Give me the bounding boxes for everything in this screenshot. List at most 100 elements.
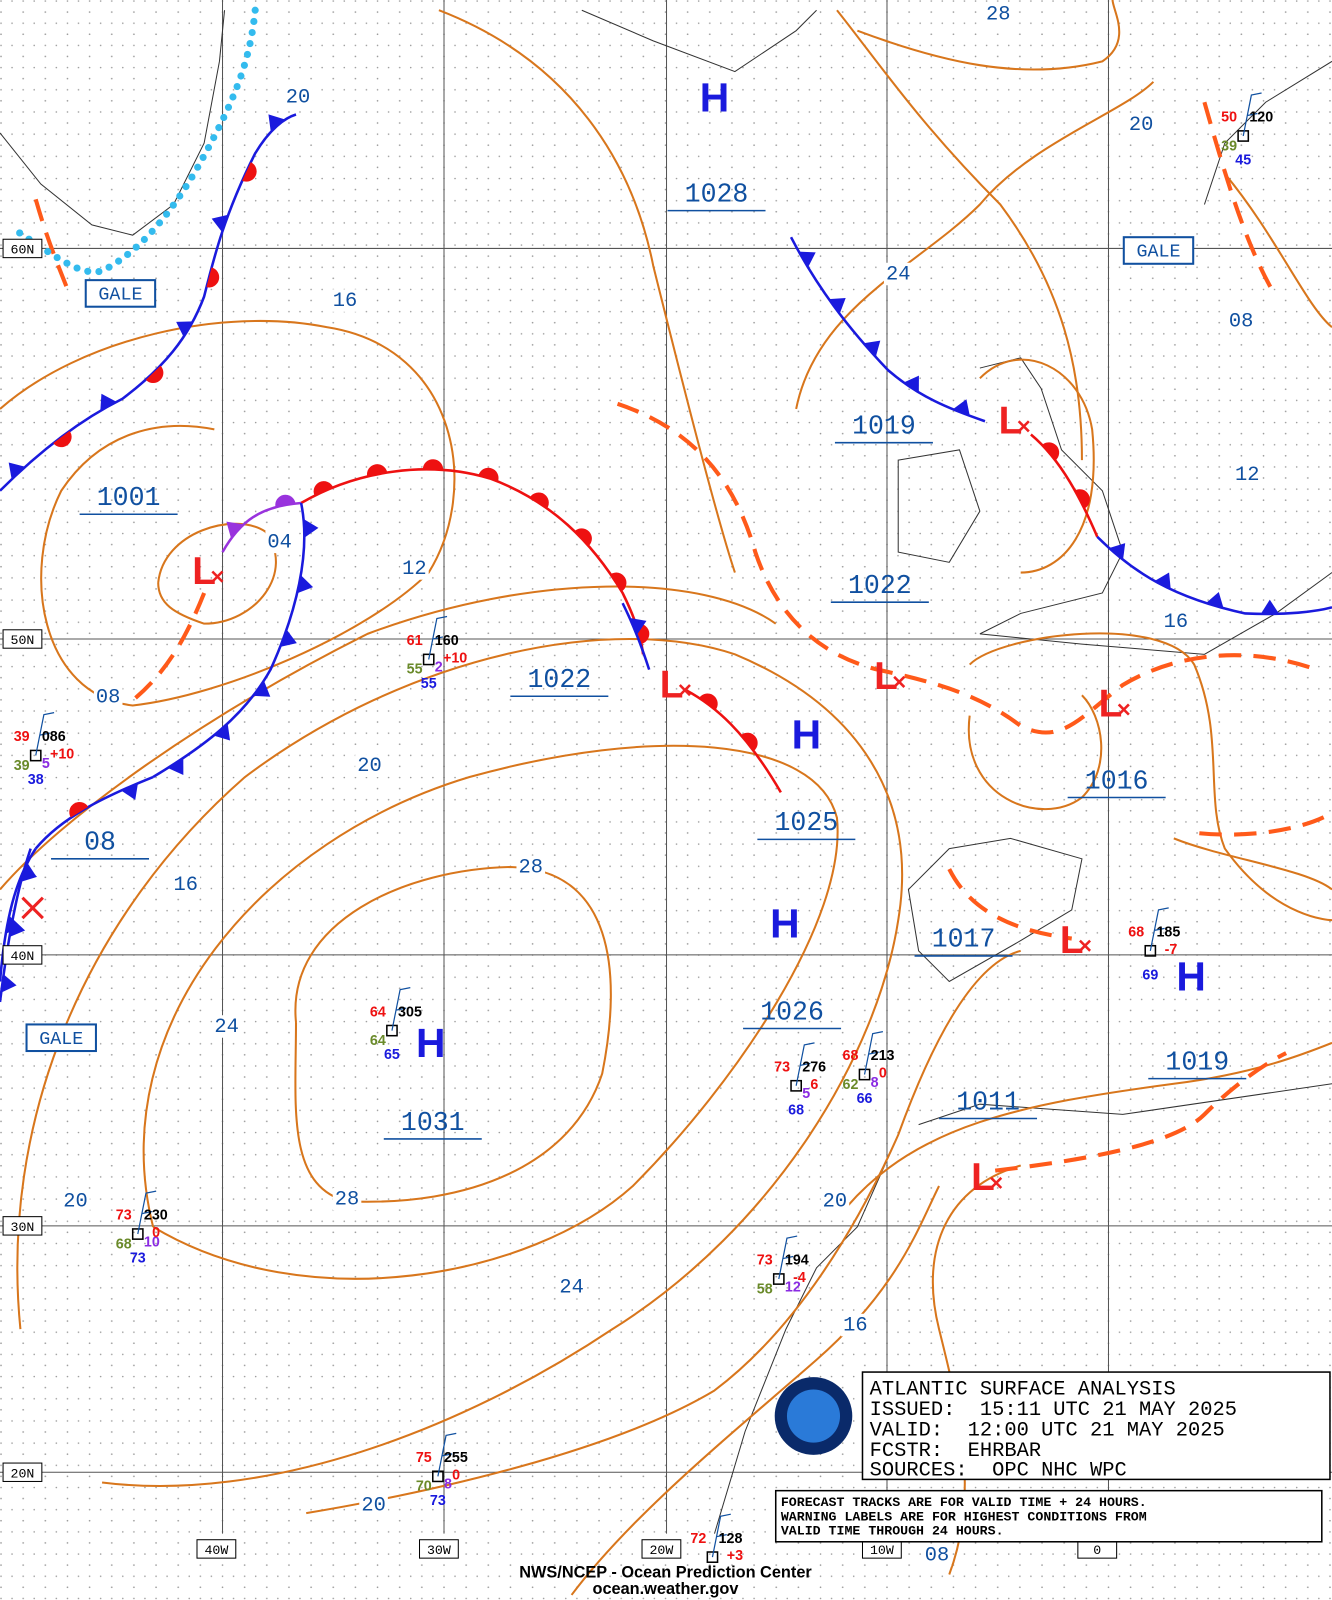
pressure-label: 1022 [848, 571, 912, 601]
low-center: L [660, 663, 684, 706]
station-temp: 73 [757, 1253, 773, 1269]
pressure-label: 1025 [775, 808, 839, 838]
warning-label: GALE [39, 1029, 83, 1050]
isobar-label-bg [1226, 309, 1256, 333]
isobar-label: 16 [174, 874, 198, 897]
station-trend: +10 [443, 651, 467, 667]
isobar-label-bg [557, 1275, 586, 1299]
front-triangle [226, 521, 244, 539]
front-triangle [8, 462, 26, 480]
isobar-label-bg [212, 1015, 241, 1038]
front-triangle [863, 340, 881, 357]
station-temp: 73 [774, 1059, 790, 1075]
pressure-label: 1022 [528, 665, 592, 695]
pressure-label: 1019 [852, 411, 916, 441]
note-line: VALID TIME THROUGH 24 HOURS. [781, 1524, 1004, 1539]
pressure-label: 1026 [760, 997, 824, 1027]
front-semicircle [1042, 442, 1060, 461]
isobar-label: 20 [63, 1191, 87, 1214]
front-triangle [121, 783, 138, 800]
front-semicircle [741, 732, 758, 751]
isobar-label: 20 [286, 87, 310, 110]
station-trend: 0 [879, 1066, 887, 1082]
latitude-label: 40N [11, 949, 35, 964]
pressure-label: 1019 [1165, 1047, 1229, 1077]
troughs [33, 101, 1332, 1173]
low-x [1017, 420, 1030, 433]
station-marker [706, 1551, 719, 1563]
isobar-label-bg [355, 754, 384, 778]
warning-box [84, 279, 157, 308]
low-x [1078, 939, 1092, 952]
low-x [678, 684, 691, 697]
info-forecaster: FCSTR: EHRBAR [870, 1440, 1041, 1463]
high-center: H [770, 901, 799, 947]
lon-box [641, 1539, 682, 1559]
isobar-label-bg [332, 1188, 362, 1211]
station-weather: 8 [444, 1477, 452, 1493]
front-triangle [213, 723, 231, 741]
isobar-label-bg [1161, 610, 1191, 633]
station-id: 160 [435, 633, 459, 649]
isobar-label-bg [1233, 463, 1262, 486]
warm-front [685, 688, 782, 794]
front-triangle [1154, 572, 1171, 590]
high-center: H [700, 74, 729, 120]
info-issued: ISSUED: 15:11 UTC 21 MAY 2025 [870, 1399, 1237, 1422]
station-trend: -7 [1165, 942, 1178, 958]
wind-barb [795, 1042, 815, 1086]
station-temp: 73 [116, 1208, 132, 1224]
front-semicircle [1074, 489, 1090, 509]
station-sst: 68 [788, 1102, 804, 1118]
pressure-label: 1028 [685, 179, 749, 209]
isobar-label: 08 [925, 1544, 949, 1567]
isobar-label: 20 [357, 755, 381, 778]
latitude-label: 30N [11, 1220, 35, 1235]
front-semicircle [275, 494, 296, 507]
low-center: L [192, 550, 216, 593]
station-weather: 10 [144, 1234, 160, 1250]
cold-front [789, 236, 986, 423]
wind-barb [437, 1432, 457, 1477]
isobar-label-bg [820, 1190, 850, 1213]
isobar-label-bg [61, 1190, 90, 1213]
isobar-label-bg [330, 289, 360, 312]
isobar-label: 28 [519, 856, 543, 879]
noaa-logo-inner [786, 1389, 841, 1443]
station-marker [1144, 944, 1157, 957]
wind-barb [1149, 907, 1169, 951]
station-trend: -4 [793, 1270, 806, 1286]
wind-barb [863, 1031, 884, 1075]
isobar-label: 08 [96, 687, 120, 710]
station-dew: 68 [116, 1236, 132, 1252]
fronts [0, 113, 1332, 1003]
info-box-frame [861, 1371, 1331, 1481]
isobar-label: 16 [1164, 611, 1188, 634]
station-sst: 69 [1142, 967, 1158, 983]
front-semicircle [145, 365, 164, 384]
front-triangle [167, 758, 184, 776]
isobar-label-bg [171, 873, 201, 896]
isobar-label: 12 [402, 558, 426, 581]
isobar-label: 24 [214, 1016, 238, 1039]
occluded-front [221, 501, 302, 553]
front-triangle [1260, 599, 1280, 615]
low-center: L [1099, 683, 1123, 726]
warning-box [1122, 236, 1195, 265]
high-center: H [416, 1020, 445, 1066]
station-temp: 75 [416, 1450, 432, 1466]
station-dew: 58 [757, 1281, 773, 1297]
warning-label: GALE [98, 285, 142, 306]
front-triangle [303, 519, 319, 538]
station-id: 255 [444, 1450, 468, 1466]
front-triangle [268, 114, 285, 132]
station-temp: 61 [407, 633, 423, 649]
station-weather: 8 [871, 1075, 879, 1091]
stationary-front [0, 113, 297, 492]
ice-edge [11, 6, 259, 276]
station-weather: 12 [785, 1279, 801, 1295]
front-triangle [1205, 592, 1224, 609]
